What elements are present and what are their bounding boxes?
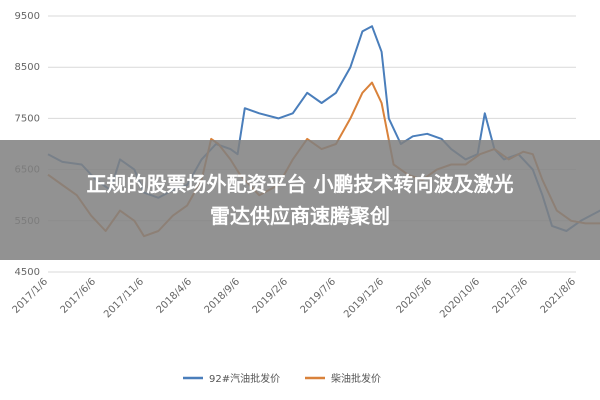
legend-label-0: 92#汽油批发价	[209, 372, 280, 385]
legend: 92#汽油批发价 柴油批发价	[183, 372, 381, 385]
x-tick-label-0: 2017/1/6	[11, 276, 51, 316]
y-tick-label-5: 9500	[15, 11, 40, 22]
x-tick-label-9: 2020/10/6	[438, 276, 482, 320]
overlay-headline: 正规的股票场外配资平台 小鹏技术转向波及激光 雷达供应商速腾聚创	[20, 168, 580, 232]
overlay-line-1: 正规的股票场外配资平台 小鹏技术转向波及激光	[86, 172, 514, 196]
x-tick-label-8: 2020/5/6	[395, 276, 435, 316]
x-tick-label-2: 2017/11/6	[102, 276, 146, 320]
overlay-line-2: 雷达供应商速腾聚创	[210, 204, 390, 228]
x-tick-label-3: 2018/4/6	[155, 276, 195, 316]
y-tick-label-4: 8500	[15, 62, 40, 73]
text-overlay-banner: 正规的股票场外配资平台 小鹏技术转向波及激光 雷达供应商速腾聚创	[0, 140, 600, 260]
x-tick-label-10: 2021/3/6	[491, 276, 531, 316]
x-tick-label-11: 2021/8/6	[539, 276, 579, 316]
y-tick-label-3: 7500	[15, 113, 40, 124]
y-tick-label-0: 4500	[15, 267, 40, 278]
x-tick-label-7: 2019/12/6	[342, 276, 386, 320]
x-tick-label-4: 2018/9/6	[203, 276, 243, 316]
x-tick-label-6: 2019/7/6	[299, 276, 339, 316]
x-axis-ticks: 2017/1/6 2017/6/6 2017/11/6 2018/4/6 2018/9/…	[11, 276, 579, 320]
legend-label-1: 柴油批发价	[331, 372, 381, 385]
x-tick-label-1: 2017/6/6	[59, 276, 99, 316]
x-tick-label-5: 2019/2/6	[251, 276, 291, 316]
